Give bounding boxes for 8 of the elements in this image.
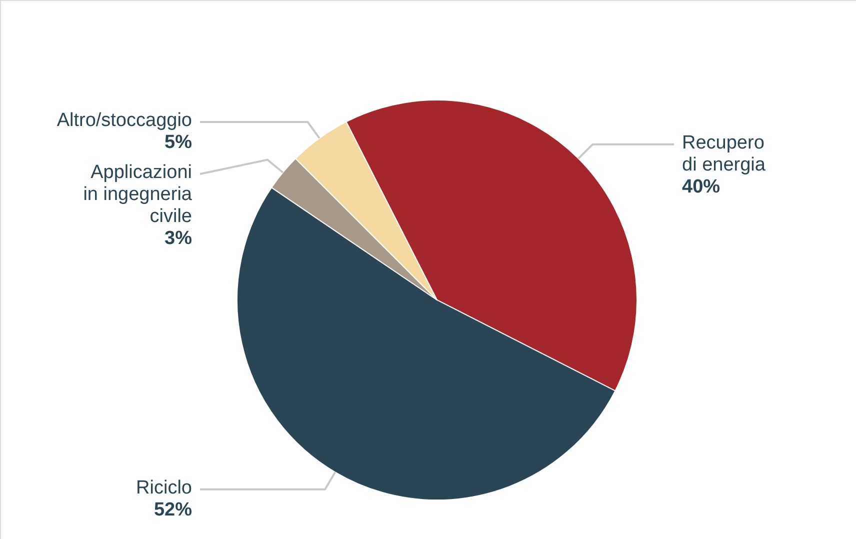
data-label: 52% — [154, 499, 192, 520]
slice-label: Applicazioni in ingegneria civile — [83, 162, 192, 228]
slice-label: Altro/stoccaggio — [56, 110, 192, 132]
data-label: 40% — [682, 176, 720, 198]
slice-label: Riciclo — [136, 477, 192, 498]
data-label: 3% — [164, 228, 192, 250]
data-label: 5% — [164, 132, 192, 154]
slice-label: Recupero di energia — [682, 132, 766, 176]
